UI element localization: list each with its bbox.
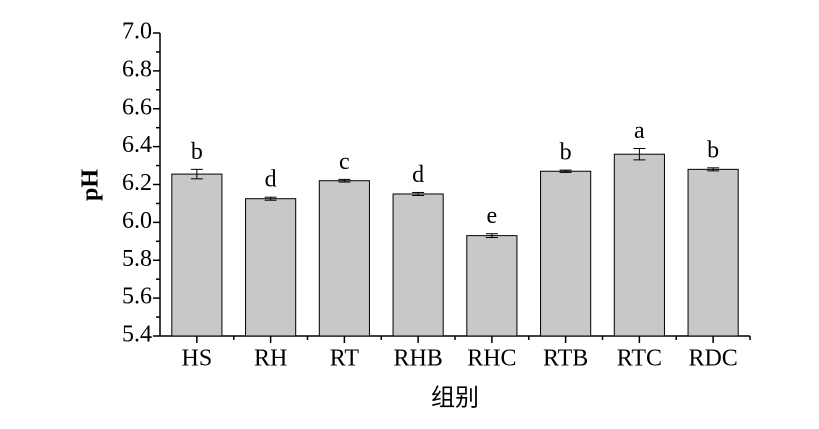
bar <box>245 198 297 337</box>
y-tick-label: 6.6 <box>122 94 152 120</box>
error-bar <box>190 168 203 180</box>
significance-letter: e <box>487 203 498 229</box>
bar <box>613 153 665 337</box>
error-bar <box>338 178 351 183</box>
y-tick-label: 5.8 <box>122 246 152 272</box>
y-tick-label: 5.6 <box>122 284 152 310</box>
error-bar <box>412 191 425 196</box>
error-bar <box>264 196 277 201</box>
x-tick-label: RHB <box>393 346 442 372</box>
x-tick-label: RH <box>254 346 287 372</box>
bar <box>540 170 592 337</box>
error-bar <box>485 233 498 239</box>
y-tick-label: 6.2 <box>122 170 152 196</box>
x-tick-label: RTC <box>617 346 662 372</box>
bar <box>392 193 444 337</box>
bar <box>318 180 370 337</box>
x-axis-label: 组别 <box>431 385 479 412</box>
y-tick-label: 6.0 <box>122 208 152 234</box>
error-bar <box>559 169 572 173</box>
error-bar <box>707 167 720 172</box>
bar <box>171 173 223 337</box>
y-axis-label: pH <box>78 169 104 201</box>
y-tick-label: 5.4 <box>122 322 152 348</box>
significance-letter: b <box>191 139 203 165</box>
significance-letter: d <box>412 162 424 188</box>
y-tick-label: 7.0 <box>122 19 152 45</box>
significance-letter: c <box>339 149 350 175</box>
x-tick-label: RTB <box>543 346 588 372</box>
x-tick-label: HS <box>182 346 213 372</box>
significance-letter: b <box>707 137 719 163</box>
x-tick-label: RT <box>330 346 360 372</box>
y-tick-label: 6.4 <box>122 132 152 158</box>
bar <box>466 235 518 337</box>
significance-letter: d <box>265 167 277 193</box>
x-tick-label: RDC <box>688 346 737 372</box>
error-bar <box>633 148 646 161</box>
significance-letter: a <box>634 118 645 144</box>
significance-letter: b <box>560 140 572 166</box>
y-tick-label: 6.8 <box>122 56 152 82</box>
x-tick-label: RHC <box>467 346 516 372</box>
bar <box>687 168 739 337</box>
